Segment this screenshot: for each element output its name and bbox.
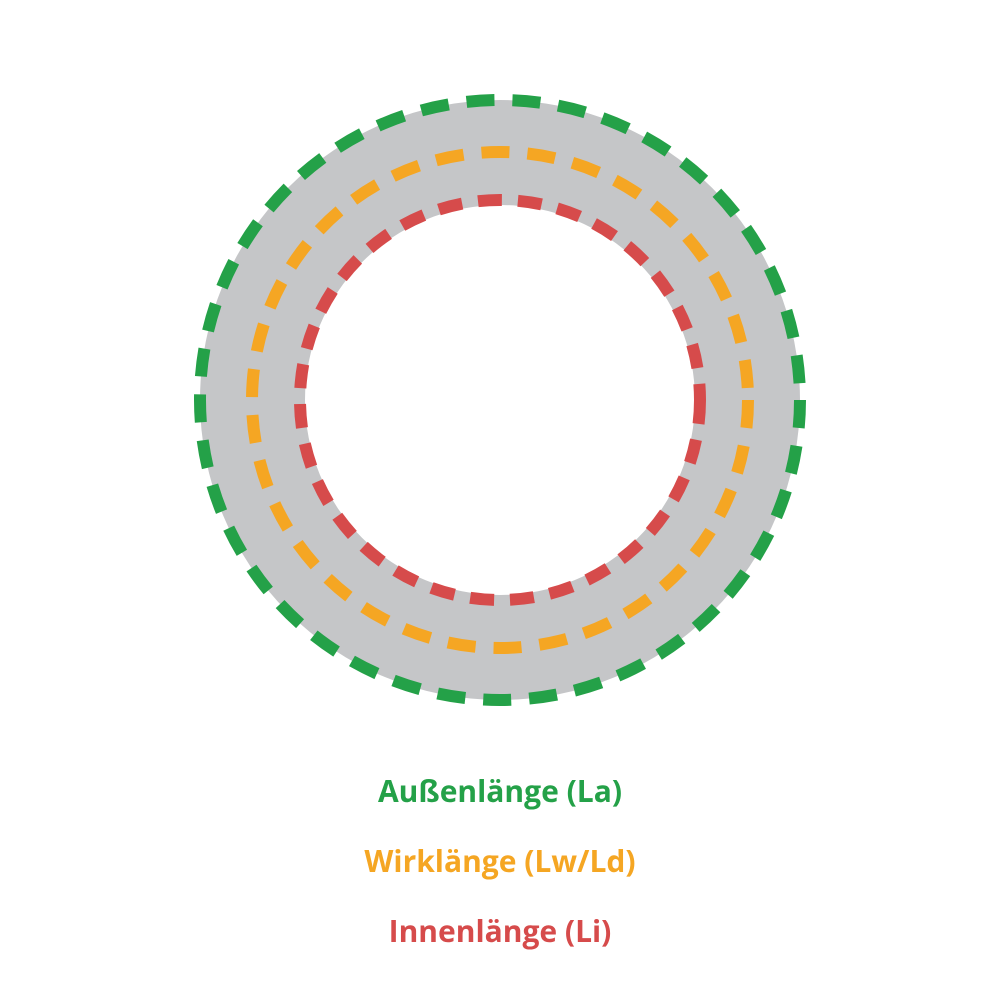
diagram-root: Außenlänge (La) Wirklänge (Lw/Ld) Innenl… <box>0 0 1000 1000</box>
legend-label: Wirklänge (Lw/Ld) <box>364 840 635 881</box>
legend-label: Innenlänge (Li) <box>389 910 612 951</box>
legend-effective-length: Wirklänge (Lw/Ld) <box>0 840 1000 881</box>
legend-outer-length: Außenlänge (La) <box>0 770 1000 811</box>
legend-inner-length: Innenlänge (Li) <box>0 910 1000 951</box>
legend-label: Außenlänge (La) <box>378 770 622 811</box>
